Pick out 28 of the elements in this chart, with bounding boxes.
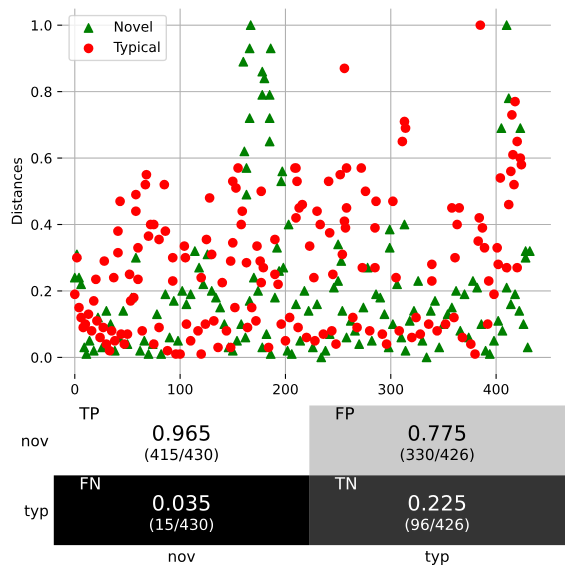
annotation: TN [334, 477, 356, 490]
y-tick-label: 1.0 [32, 20, 52, 31]
annotation: (330/426) [400, 448, 474, 462]
x-tick-label: 0 [71, 384, 78, 394]
y-tick-label: nov [22, 438, 48, 446]
y-tick-label: 0.4 [31, 219, 52, 230]
legend-label: Novel [114, 21, 152, 32]
annotation: (15/430) [150, 518, 214, 532]
data-label: 0.775 [408, 425, 466, 441]
data-label: 0.965 [153, 425, 210, 441]
x-tick-label: 300 [378, 384, 404, 394]
annotation: TP [79, 407, 99, 420]
y-tick-label: 0.2 [31, 286, 52, 296]
x-tick-label: 200 [273, 384, 298, 394]
x-tick-label: 400 [484, 384, 508, 394]
annotation: FP [336, 407, 354, 420]
annotation: (415/430) [145, 448, 218, 462]
annotation: FN [80, 477, 100, 490]
y-tick-label: 0.8 [31, 86, 52, 98]
data-label: 0.035 [153, 495, 210, 511]
y-tick-label: 0.0 [31, 352, 52, 363]
data-label: 0.225 [408, 495, 466, 511]
y-tick-label: 0.6 [31, 153, 52, 164]
y-axis-title: Distances [11, 158, 22, 224]
y-tick-label: typ [24, 505, 48, 520]
legend-label: Typical [114, 41, 160, 55]
x-tick-label: 100 [168, 384, 192, 394]
annotation: (96/426) [406, 518, 469, 532]
